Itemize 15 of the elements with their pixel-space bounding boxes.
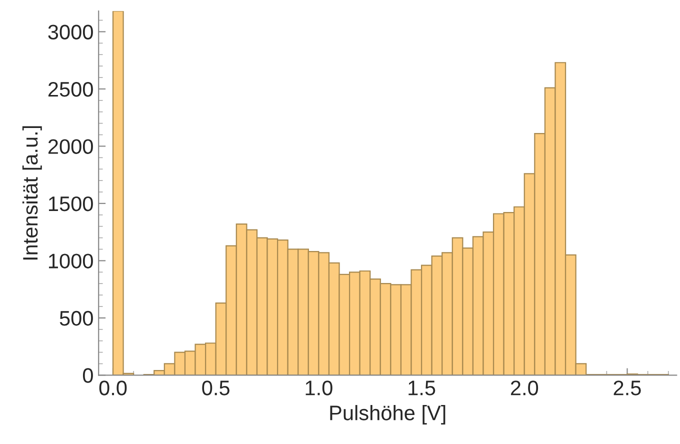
x-axis-title: Pulshöhe [V] — [330, 405, 446, 424]
y-tick-label: 2000 — [48, 139, 93, 154]
y-tick-label: 2500 — [48, 82, 93, 97]
y-tick-label: 3000 — [48, 24, 93, 40]
y-tick-label: 1500 — [48, 196, 93, 212]
x-tick-label: 0.5 — [202, 380, 230, 396]
x-tick-label: 1.5 — [408, 380, 436, 396]
y-tick-label: 500 — [60, 310, 93, 326]
y-tick-label: 1000 — [48, 254, 93, 268]
x-tick-label: 0.0 — [99, 380, 127, 396]
y-axis-title: Intensität [a.u.] — [22, 126, 42, 260]
x-tick-label: 1.0 — [306, 380, 332, 396]
x-tick-label: 2.5 — [614, 380, 641, 396]
y-tick-label: 0 — [82, 368, 93, 383]
x-tick-label: 2.0 — [510, 380, 538, 396]
